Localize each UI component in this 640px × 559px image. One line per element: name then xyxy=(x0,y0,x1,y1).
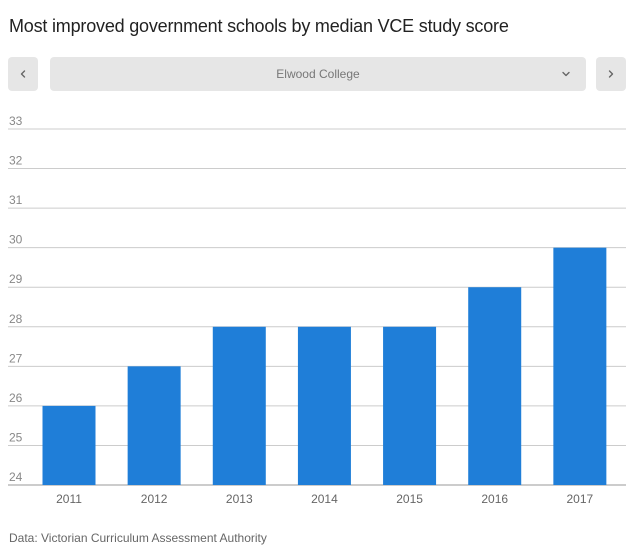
x-tick-label: 2012 xyxy=(141,492,168,506)
x-tick-label: 2014 xyxy=(311,492,338,506)
bar-2011 xyxy=(42,405,96,485)
next-school-button[interactable] xyxy=(596,57,626,91)
y-tick-label: 33 xyxy=(9,114,23,128)
data-source-note: Data: Victorian Curriculum Assessment Au… xyxy=(9,531,267,545)
chart-title: Most improved government schools by medi… xyxy=(9,16,509,36)
y-tick-label: 31 xyxy=(9,193,23,207)
school-select-value: Elwood College xyxy=(276,67,360,81)
chevron-left-icon xyxy=(20,70,26,78)
x-axis: 2011 2012 2013 2014 2015 2016 2017 xyxy=(56,492,593,506)
y-tick-label: 28 xyxy=(9,312,23,326)
y-tick-label: 29 xyxy=(9,272,23,286)
x-tick-label: 2011 xyxy=(56,492,82,506)
bars-layer xyxy=(42,247,607,485)
x-tick-label: 2017 xyxy=(567,492,594,506)
bar-2015 xyxy=(383,326,437,485)
y-tick-label: 27 xyxy=(9,351,23,365)
x-tick-label: 2016 xyxy=(481,492,508,506)
bar-2016 xyxy=(468,287,522,485)
y-tick-label: 32 xyxy=(9,154,23,168)
x-tick-label: 2013 xyxy=(226,492,253,506)
chevron-down-icon xyxy=(562,71,570,77)
previous-school-button[interactable] xyxy=(8,57,38,91)
y-tick-label: 30 xyxy=(9,233,23,247)
x-tick-label: 2015 xyxy=(396,492,423,506)
y-tick-label: 25 xyxy=(9,430,23,444)
school-select[interactable]: Elwood College xyxy=(50,57,586,91)
bar-2012 xyxy=(127,366,181,485)
bar-2017 xyxy=(553,247,607,485)
y-tick-label: 24 xyxy=(9,470,23,484)
bar-2014 xyxy=(297,326,351,485)
bar-2013 xyxy=(212,326,266,485)
y-tick-label: 26 xyxy=(9,391,23,405)
chevron-right-icon xyxy=(608,70,614,78)
